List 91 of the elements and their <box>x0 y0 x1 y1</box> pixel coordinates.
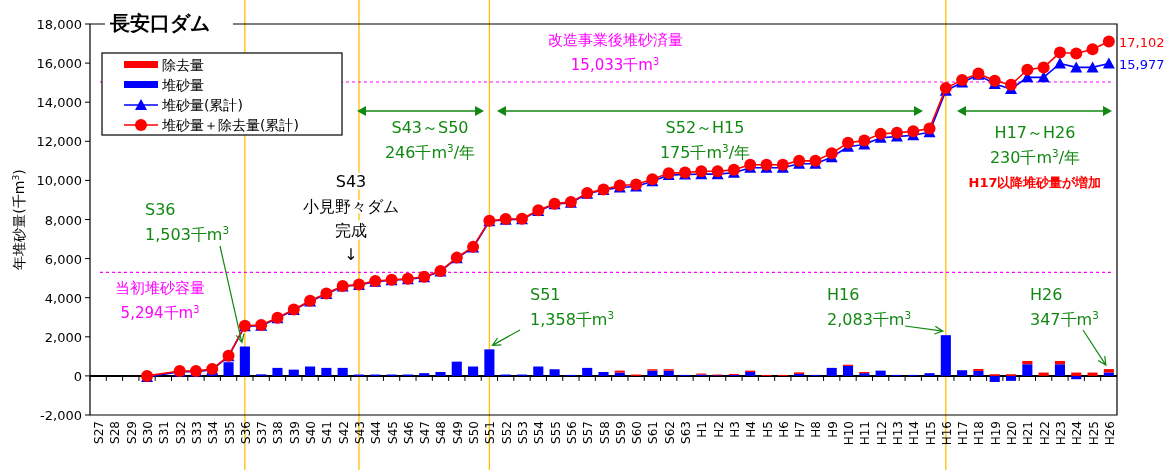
x-tick-label: S46 <box>401 421 416 444</box>
annotation: S43～S50 246千m$^{3}$/年 <box>384 118 476 162</box>
x-tick-label: H24 <box>1070 421 1085 446</box>
x-tick-label: H19 <box>988 421 1003 446</box>
x-tick-label: S28 <box>108 421 123 444</box>
x-tick-label: S52 <box>499 421 514 444</box>
x-tick-label: H18 <box>972 421 987 446</box>
x-tick-label: S35 <box>222 421 237 444</box>
x-tick-label: H4 <box>744 421 759 438</box>
x-tick-label: S36 <box>238 421 253 444</box>
x-tick-label: H8 <box>809 421 824 438</box>
x-tick-label: S55 <box>548 421 563 444</box>
x-tick-label: H2 <box>711 421 726 438</box>
x-tick-label: S49 <box>450 421 465 444</box>
x-tick-label: S37 <box>255 421 270 444</box>
x-tick-label: S32 <box>173 421 188 444</box>
x-tick-label: S41 <box>320 421 335 444</box>
x-tick-label: H15 <box>923 421 938 446</box>
x-tick-label: S34 <box>206 421 221 444</box>
x-tick-label: H20 <box>1005 421 1020 446</box>
annotation: S51 1,358千m$^{3}$ <box>530 285 615 329</box>
y-tick-label: 16,000 <box>36 56 82 72</box>
x-tick-label: H22 <box>1037 421 1052 446</box>
y-tick-label: 10,000 <box>36 173 82 189</box>
x-tick-label: S27 <box>92 421 107 444</box>
y-tick-label: 4,000 <box>44 290 82 306</box>
x-tick-label: S56 <box>564 421 579 444</box>
y-tick-label: 6,000 <box>44 251 82 267</box>
legend-label: 堆砂量＋除去量(累計) <box>161 117 299 133</box>
x-tick-label: H21 <box>1021 421 1036 446</box>
chart-title: 長安口ダム <box>109 11 210 35</box>
x-tick-label: H1 <box>695 421 710 438</box>
y-tick-label: 0 <box>73 368 82 384</box>
x-tick-label: S31 <box>157 421 172 444</box>
x-tick-label: H7 <box>793 421 808 438</box>
y-tick-label: 14,000 <box>36 95 82 111</box>
x-tick-label: H17 <box>956 421 971 446</box>
legend-label: 堆砂量(累計) <box>161 97 243 113</box>
x-tick-label: S50 <box>467 421 482 444</box>
x-tick-label: S38 <box>271 421 286 444</box>
x-tick-label: S47 <box>418 421 433 444</box>
x-tick-label: S33 <box>189 421 204 444</box>
x-tick-label: S44 <box>369 421 384 444</box>
annotation: H16 2,083千m$^{3}$ <box>827 285 912 329</box>
y-tick-label: -2,000 <box>40 408 82 423</box>
x-tick-label: S42 <box>336 421 351 444</box>
y-tick-label: 12,000 <box>36 134 82 150</box>
x-tick-label: H9 <box>825 421 840 438</box>
x-tick-label: H23 <box>1053 421 1068 446</box>
x-tick-label: H5 <box>760 421 775 438</box>
x-tick-label: S30 <box>141 421 156 444</box>
x-tick-label: H13 <box>890 421 905 446</box>
x-tick-label: H6 <box>776 421 791 438</box>
y-tick-label: 2,000 <box>44 329 82 345</box>
annotation: H26 347千m$^{3}$ <box>1030 285 1099 329</box>
legend-label: 堆砂量 <box>161 77 204 93</box>
x-tick-label: S51 <box>483 421 498 444</box>
annotation: H17～H26 230千m$^{3}$/年 <box>989 123 1081 167</box>
x-tick-label: S60 <box>630 421 645 444</box>
ref-line-label: 当初堆砂容量 5,294千m$^{3}$ <box>115 279 205 322</box>
x-tick-label: H16 <box>939 421 954 446</box>
x-tick-label: S29 <box>124 421 139 444</box>
x-tick-label: H3 <box>727 421 742 438</box>
x-tick-label: S48 <box>434 421 449 444</box>
annotation: H17以降堆砂量が増加 <box>968 175 1102 190</box>
x-tick-label: H14 <box>907 421 922 446</box>
annotation: 15,977 <box>1119 56 1165 72</box>
y-tick-label: 18,000 <box>36 17 82 32</box>
x-tick-label: S45 <box>385 421 400 444</box>
x-tick-label: S57 <box>581 421 596 444</box>
x-tick-label: S58 <box>597 421 612 444</box>
x-tick-label: S54 <box>532 421 547 444</box>
x-tick-label: H26 <box>1102 421 1117 446</box>
x-tick-label: S53 <box>515 421 530 444</box>
x-tick-label: H11 <box>858 421 873 446</box>
x-tick-label: S59 <box>613 421 628 444</box>
x-tick-label: H25 <box>1086 421 1101 446</box>
y-tick-label: 8,000 <box>44 212 82 228</box>
x-tick-label: S43 <box>352 421 367 444</box>
x-tick-label: H10 <box>842 421 857 446</box>
x-tick-label: S63 <box>679 421 694 444</box>
ref-line-label: 改造事業後堆砂済量 15,033千m$^{3}$ <box>547 31 683 74</box>
x-tick-label: S61 <box>646 421 661 444</box>
annotation: S52～H15 175千m$^{3}$/年 <box>659 118 751 162</box>
legend-label: 除去量 <box>162 57 204 73</box>
x-tick-label: S39 <box>287 421 302 444</box>
annotation: 17,102 <box>1119 34 1165 50</box>
x-tick-label: H12 <box>874 421 889 446</box>
x-tick-label: S62 <box>662 421 677 444</box>
x-tick-label: S40 <box>304 421 319 444</box>
annotation: S36 1,503千m$^{3}$ <box>145 200 230 244</box>
